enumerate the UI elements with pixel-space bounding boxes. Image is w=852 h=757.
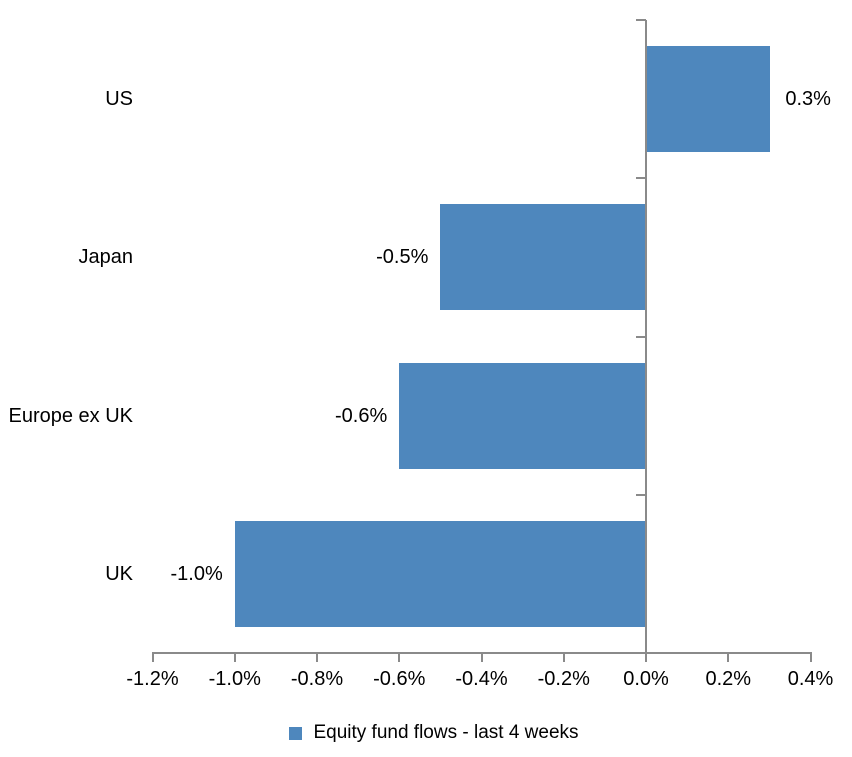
bar-japan [440,204,646,311]
x-axis-tick [316,652,318,662]
y-axis-tick [636,493,646,496]
y-axis-tick [636,177,646,180]
x-axis-tick-label: -0.6% [373,668,426,690]
data-label: -1.0% [170,562,223,585]
x-axis-tick-label: -1.2% [126,668,179,690]
x-axis-tick-label: 0.4% [787,668,834,690]
y-axis-line [645,20,647,653]
y-axis-tick [636,19,646,21]
x-axis-tick [151,652,154,662]
x-axis-tick [645,652,647,662]
x-axis-tick-label: -1.0% [208,668,261,690]
category-label: Europe ex UK [8,404,133,427]
bar-uk [234,520,646,627]
bar-us [647,46,771,153]
x-axis-tick [480,652,483,662]
bar-europe-ex-uk [399,362,646,469]
x-axis-tick [398,652,401,662]
data-label: 0.3% [785,88,831,111]
x-axis-tick-label: -0.4% [455,668,508,690]
legend: Equity fund flows - last 4 weeks [8,719,852,747]
data-label: -0.6% [335,404,388,427]
category-label: UK [105,562,133,585]
y-axis-tick [636,335,646,338]
x-axis-tick-label: 0.0% [623,668,669,690]
category-label: Japan [78,246,134,269]
x-axis-tick-label: -0.2% [537,668,590,690]
x-axis-tick [233,652,236,662]
x-axis-tick [562,652,565,662]
category-label: US [105,88,133,111]
x-axis-tick-label: -0.8% [290,668,344,690]
data-label: -0.5% [376,246,429,269]
legend-label: Equity fund flows - last 4 weeks [313,722,579,743]
x-axis-tick [809,652,812,662]
x-axis-tick-label: 0.2% [705,668,752,690]
legend-swatch-icon [289,726,303,740]
x-axis-tick [727,652,730,662]
